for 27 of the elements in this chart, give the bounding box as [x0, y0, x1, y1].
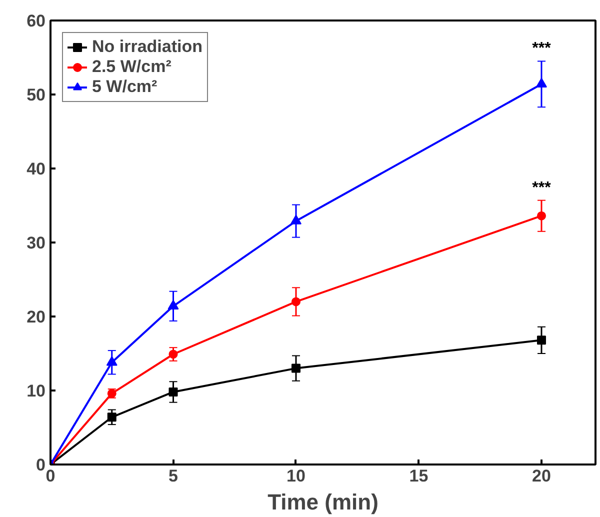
- x-tick-label: 5: [168, 466, 178, 486]
- point: [291, 297, 300, 306]
- point: [168, 300, 179, 310]
- x-tick-label: 10: [286, 466, 306, 486]
- point: [106, 356, 118, 366]
- point: [536, 211, 546, 220]
- annotation: ***: [532, 40, 552, 58]
- y-tick-label: 60: [26, 12, 46, 30]
- y-tick-label: 30: [26, 234, 46, 252]
- y-tick-label: 20: [26, 308, 46, 326]
- point: [291, 364, 300, 373]
- legend-label: No irradiation: [92, 37, 203, 57]
- annotation: ***: [532, 179, 552, 196]
- point: [168, 387, 178, 396]
- point: [290, 214, 302, 224]
- legend-label: 2.5 W/cm²: [92, 57, 172, 77]
- y-tick-label: 10: [26, 382, 46, 400]
- legend-label: 5 W/cm²: [92, 77, 158, 97]
- point: [536, 78, 547, 88]
- point: [168, 350, 178, 359]
- point: [107, 412, 116, 422]
- x-axis-title: Time (min): [268, 490, 378, 514]
- y-tick-label: 40: [26, 160, 46, 178]
- y-tick-label: 50: [26, 86, 46, 104]
- x-tick-label: 20: [532, 466, 551, 486]
- point: [536, 336, 546, 345]
- x-tick-label: 15: [409, 466, 428, 486]
